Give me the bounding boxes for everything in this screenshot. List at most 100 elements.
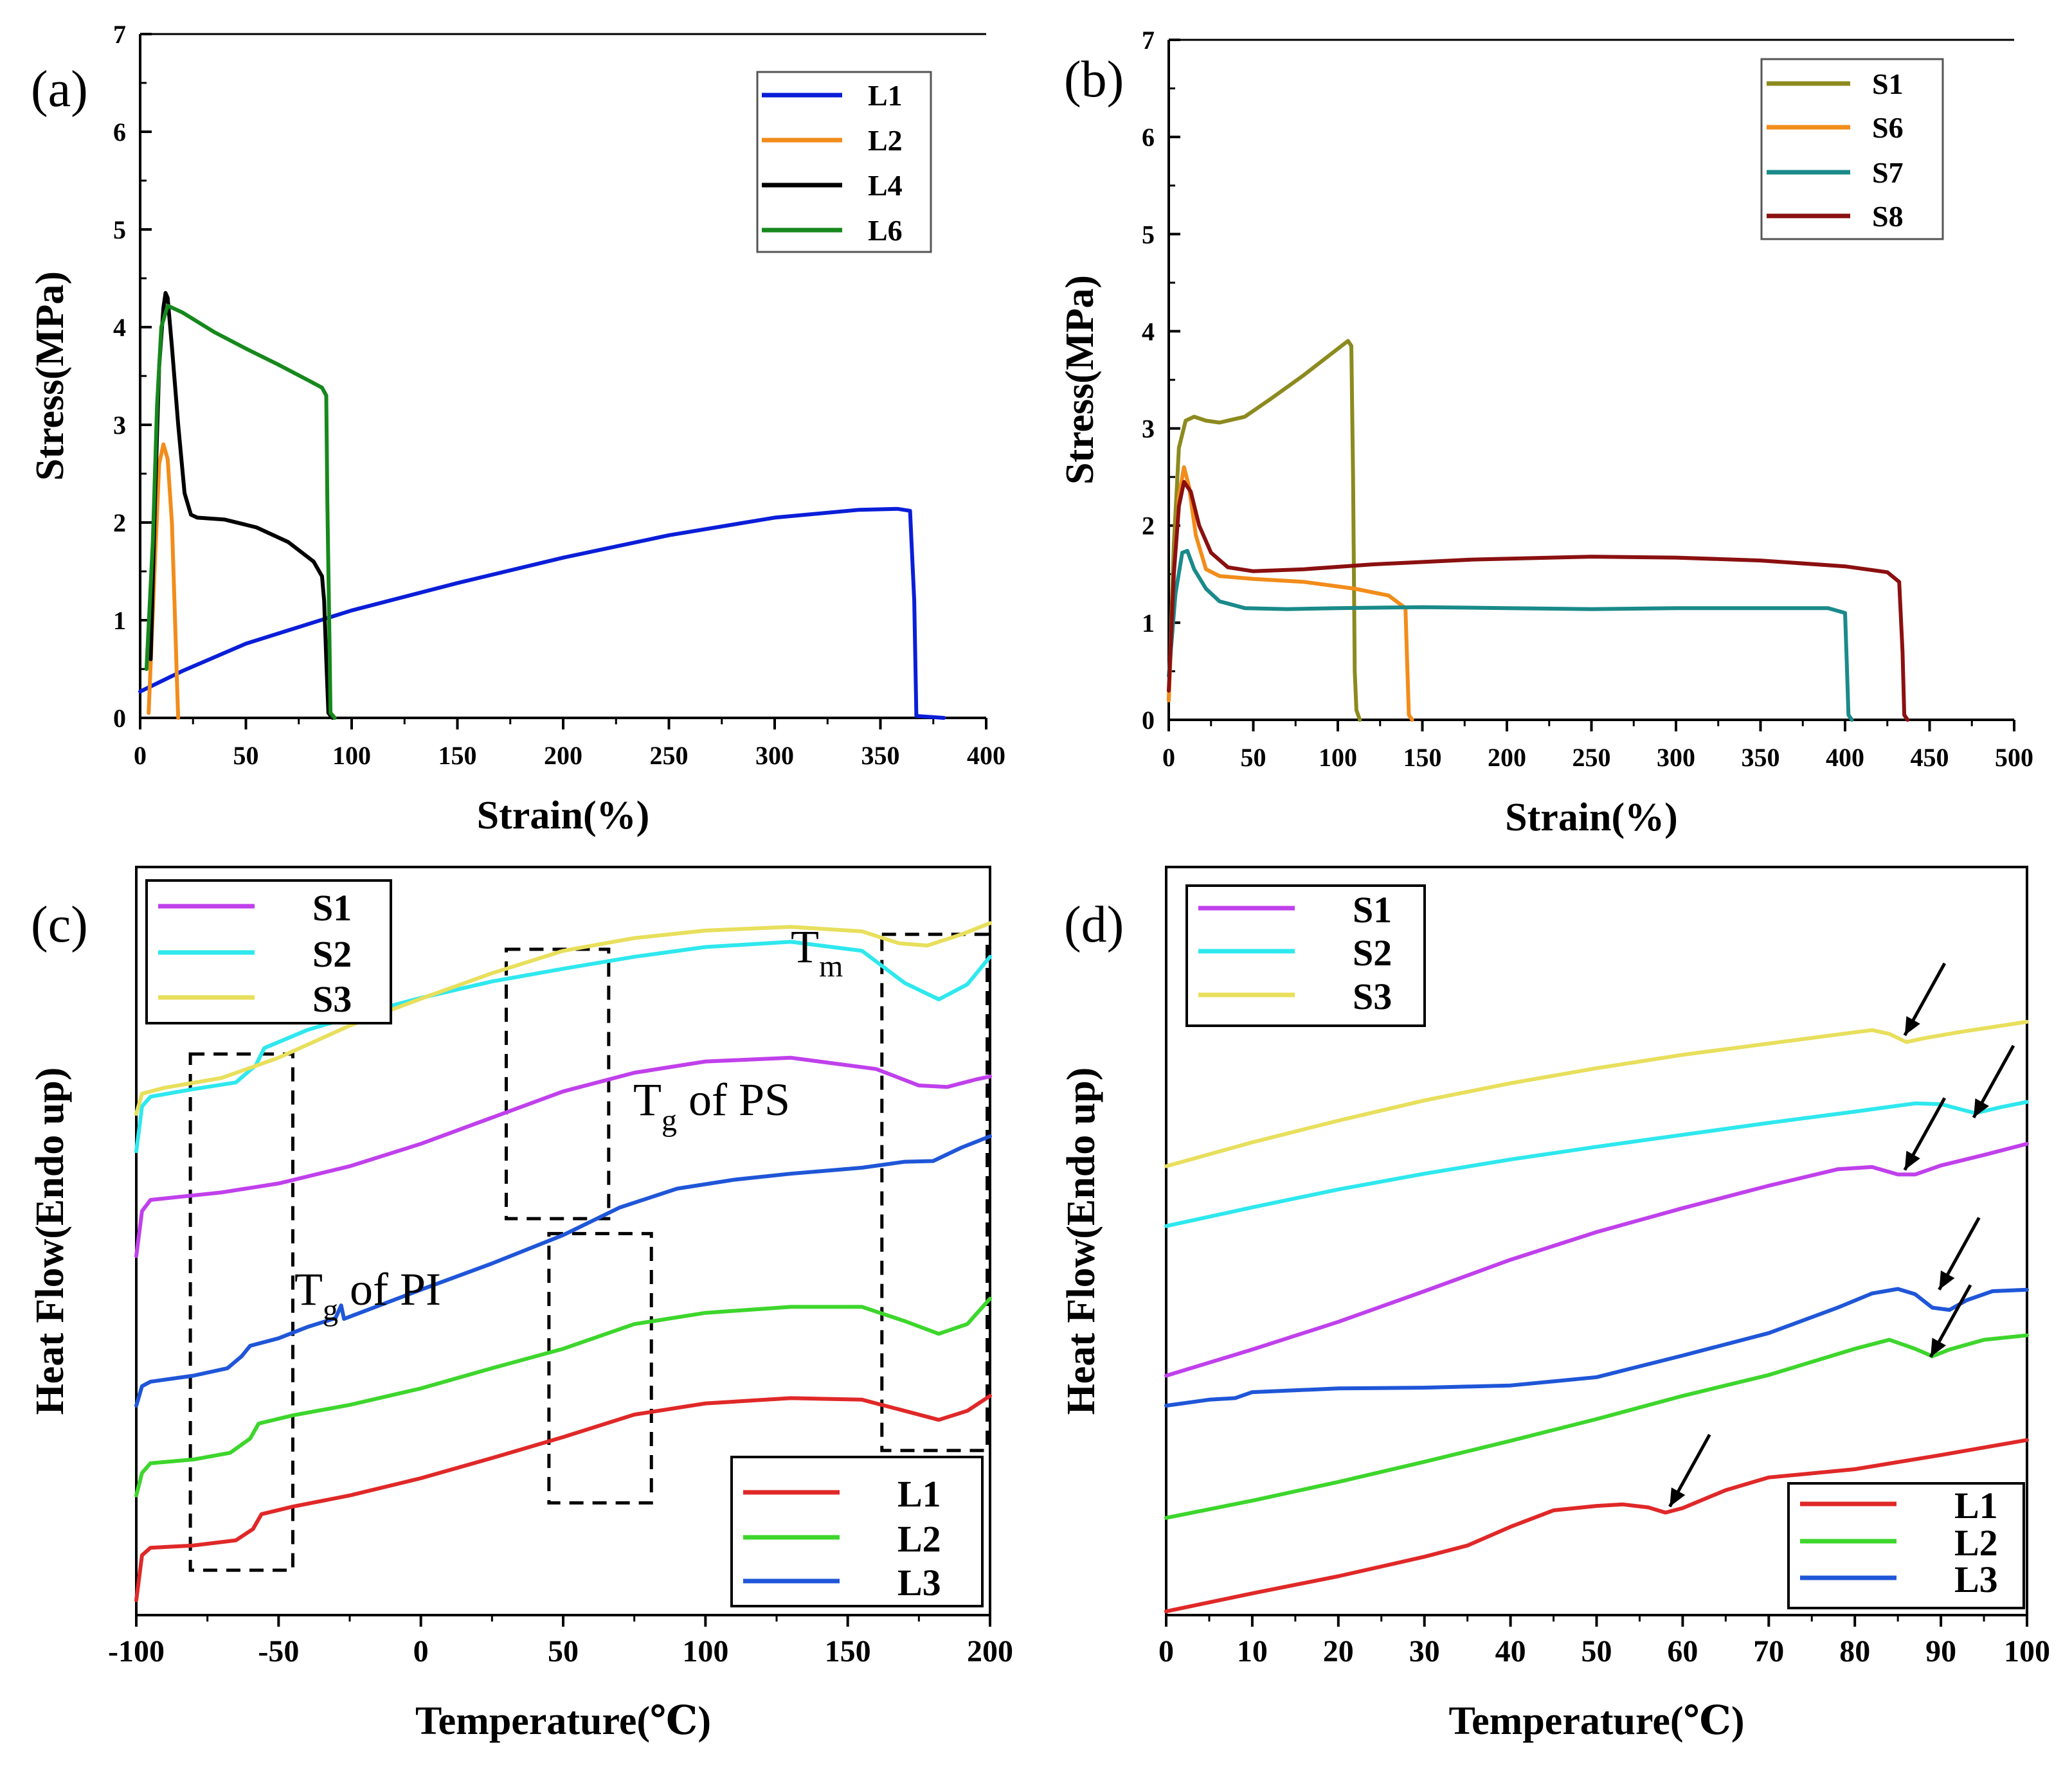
x-tick-label: 70	[1753, 1634, 1784, 1668]
x-tick-label: 400	[1826, 743, 1864, 772]
arrow-head-1	[1973, 1098, 1989, 1118]
series-line-S1	[134, 1055, 992, 1258]
tg-pi-sub: g	[323, 1293, 338, 1327]
panel-label: (c)	[31, 897, 88, 953]
x-tick-label: 90	[1925, 1634, 1956, 1668]
legend-label-S3: S3	[312, 978, 352, 1020]
y-tick-label: 5	[113, 215, 126, 244]
tg-ps-annotation: Tg of PS	[633, 1074, 790, 1138]
x-tick-label: 20	[1323, 1634, 1354, 1668]
y-tick-label: 6	[1142, 123, 1155, 152]
x-tick-label: 350	[1742, 743, 1780, 772]
dashed-box-0	[188, 1052, 294, 1572]
arrow-head-4	[1931, 1337, 1947, 1357]
legend-label-L4: L4	[868, 169, 903, 202]
y-tick-label: 7	[113, 20, 126, 49]
y-tick-label: 4	[113, 313, 126, 342]
legend-box-bottom	[730, 1456, 984, 1607]
x-axis-title: Strain(%)	[1505, 796, 1678, 839]
tm-main: T	[791, 921, 819, 972]
legend-label-S3: S3	[1353, 976, 1392, 1017]
tg-pi-rest: of PI	[338, 1264, 441, 1315]
x-tick-label: 100	[682, 1634, 728, 1668]
y-tick-label: 1	[1142, 609, 1155, 638]
x-tick-label: 350	[861, 741, 900, 770]
legend-label-S8: S8	[1872, 200, 1904, 233]
x-tick-label: 50	[1241, 743, 1266, 772]
legend-label-L3: L3	[1954, 1559, 1998, 1600]
y-tick-label: 3	[1142, 415, 1155, 443]
x-tick-label: 40	[1495, 1634, 1526, 1668]
legend-label-L1: L1	[868, 79, 903, 112]
y-tick-label: 1	[113, 606, 126, 635]
x-tick-label: 0	[134, 741, 147, 770]
tg-pi-annotation: Tg of PI	[294, 1264, 441, 1327]
legend-box	[756, 71, 932, 253]
series-line-S8	[1167, 479, 1910, 722]
y-axis-title: Stress(MPa)	[1058, 275, 1102, 485]
x-tick-label: 150	[825, 1634, 871, 1668]
x-tick-label: 150	[438, 741, 477, 770]
series-line-S2	[1164, 1100, 2029, 1228]
series-line-S1	[1167, 339, 1362, 722]
legend-label-S7: S7	[1872, 156, 1904, 189]
series-line-L6	[144, 303, 337, 720]
x-axis-title: Temperature(℃)	[415, 1699, 711, 1743]
panel-label: (a)	[31, 61, 88, 118]
x-tick-label: 100	[1319, 743, 1357, 772]
x-tick-label: 300	[1657, 743, 1695, 772]
y-axis-title: Heat Flow(Endo up)	[1059, 1068, 1103, 1415]
series-line-S2	[134, 940, 992, 1154]
series-line-S1	[1164, 1141, 2029, 1378]
arrow-head-3	[1939, 1270, 1955, 1290]
tg-ps-main: T	[633, 1074, 662, 1125]
y-tick-label: 0	[1142, 706, 1155, 735]
legend-label-L2: L2	[868, 124, 903, 157]
series-line-L1	[134, 1393, 992, 1602]
x-tick-label: 60	[1667, 1634, 1698, 1668]
legend-label-S2: S2	[1353, 932, 1392, 974]
legend-label-S1: S1	[312, 887, 352, 929]
series-line-L2	[147, 442, 181, 720]
series-line-L4	[149, 291, 335, 720]
series-line-L1	[1164, 1438, 2029, 1614]
arrow-head-2	[1904, 1150, 1920, 1170]
x-tick-label: -100	[108, 1634, 165, 1668]
x-tick-label: 50	[1581, 1634, 1612, 1668]
x-tick-label: 80	[1839, 1634, 1870, 1668]
legend-label-L6: L6	[868, 214, 903, 247]
x-tick-label: 450	[1911, 743, 1949, 772]
series-line-L3	[134, 1134, 992, 1408]
panel-label: (d)	[1064, 897, 1124, 953]
dashed-box-2	[547, 1231, 653, 1505]
x-tick-label: 250	[650, 741, 689, 770]
chart-panel-0: 0 50 100 150 200 250 300 350 400 0 1 2 3 4 5 6 7 Strain(%…	[28, 20, 1005, 837]
dashed-box-3	[880, 933, 989, 1453]
chart-panel-2: -100 -50 0 50 100 150 200 Temperature(℃) Heat Fl…	[28, 866, 1013, 1743]
tm-annotation: Tm	[791, 921, 843, 983]
x-tick-label: 0	[413, 1634, 429, 1668]
series-line-L1	[138, 506, 946, 720]
x-tick-label: 30	[1409, 1634, 1440, 1668]
x-axis-title: Temperature(℃)	[1449, 1699, 1745, 1743]
legend-label-S1: S1	[1353, 889, 1392, 931]
tg-ps-rest: of PS	[677, 1074, 790, 1125]
x-tick-label: -50	[258, 1634, 299, 1668]
legend-label-L1: L1	[1954, 1485, 1998, 1526]
y-axis-title: Heat Flow(Endo up)	[28, 1068, 72, 1415]
series-line-S3	[134, 921, 992, 1116]
legend-label-L3: L3	[897, 1562, 941, 1604]
y-tick-label: 6	[113, 118, 126, 147]
x-tick-label: 0	[1162, 743, 1175, 772]
tg-pi-main: T	[294, 1264, 323, 1315]
panel-label: (b)	[1064, 51, 1124, 108]
x-tick-label: 150	[1403, 743, 1442, 772]
legend-label-S2: S2	[312, 933, 352, 975]
legend-label-L2: L2	[897, 1518, 941, 1560]
x-tick-label: 100	[332, 741, 371, 770]
series-line-L2	[134, 1296, 992, 1497]
x-tick-label: 100	[2004, 1634, 2050, 1668]
y-tick-label: 4	[1142, 317, 1155, 346]
tm-sub: m	[819, 949, 843, 983]
